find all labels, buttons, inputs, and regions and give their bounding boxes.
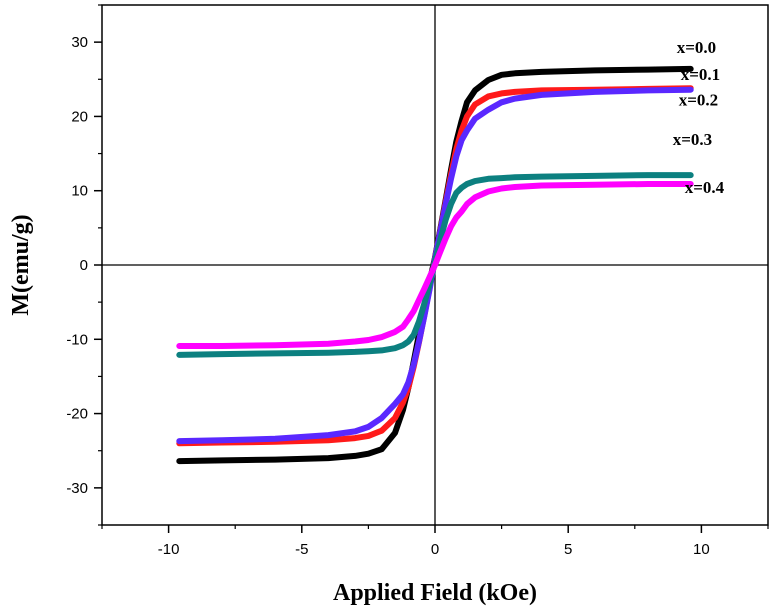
series-label-1: x=0.1 xyxy=(681,65,720,84)
y-tick-label: 30 xyxy=(71,34,88,51)
y-tick-label: -10 xyxy=(66,331,88,348)
series-label-0: x=0.0 xyxy=(677,38,716,57)
series-line-4 xyxy=(176,181,694,349)
x-tick-label: 5 xyxy=(564,541,572,558)
y-tick-label: 0 xyxy=(80,257,88,274)
y-axis-title: M(emu/g) xyxy=(8,214,34,315)
series-curves xyxy=(176,65,694,465)
x-tick-label: -10 xyxy=(158,541,180,558)
axis-tick-labels: -10 -5 0 5 10 -30 -20 -10 0 10 20 30 xyxy=(66,34,709,558)
axis-ticks xyxy=(94,4,769,533)
y-tick-label: 20 xyxy=(71,108,88,125)
x-tick-label: 10 xyxy=(693,541,710,558)
x-tick-label: 0 xyxy=(431,541,439,558)
x-tick-label: -5 xyxy=(295,541,308,558)
series-label-4: x=0.4 xyxy=(685,178,725,197)
y-tick-label: -20 xyxy=(66,406,88,423)
y-tick-label: 10 xyxy=(71,183,88,200)
x-axis-title: Applied Field (kOe) xyxy=(333,580,537,606)
y-tick-label: -30 xyxy=(66,480,88,497)
series-labels: x=0.0 x=0.1 x=0.2 x=0.3 x=0.4 xyxy=(673,38,725,197)
series-label-3: x=0.3 xyxy=(673,130,712,149)
series-label-2: x=0.2 xyxy=(679,91,718,110)
